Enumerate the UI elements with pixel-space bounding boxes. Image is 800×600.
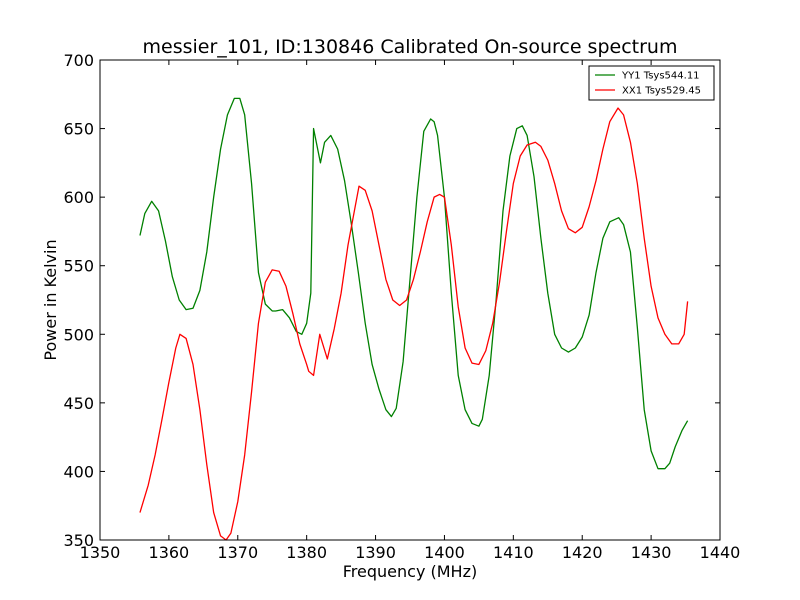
y-tick-label: 550: [63, 257, 94, 276]
series-line-xx1: [139, 107, 689, 541]
legend: YY1 Tsys544.11 XX1 Tsys529.45: [588, 65, 715, 101]
plot-area-frame: [99, 59, 721, 541]
legend-label: YY1 Tsys544.11: [621, 71, 700, 82]
x-tick-label: 1360: [149, 543, 190, 562]
x-tick-label: 1380: [286, 543, 327, 562]
x-tick-label: 1350: [80, 543, 121, 562]
y-tick-label: 650: [63, 120, 94, 139]
y-tick-label: 350: [63, 531, 94, 550]
x-tick-label: 1420: [562, 543, 603, 562]
y-tick-label: 700: [63, 51, 94, 70]
y-tick-label: 400: [63, 462, 94, 481]
y-tick-label: 600: [63, 188, 94, 207]
y-tick-label: 500: [63, 325, 94, 344]
legend-box: [588, 65, 715, 101]
x-tick-label: 1370: [217, 543, 258, 562]
y-tick-label: 450: [63, 394, 94, 413]
x-tick-label: 1410: [493, 543, 534, 562]
y-axis-label: Power in Kelvin: [41, 239, 60, 360]
x-tick-label: 1440: [700, 543, 741, 562]
legend-label: XX1 Tsys529.45: [622, 86, 701, 97]
series-line-yy1: [139, 97, 689, 470]
x-tick-label: 1400: [424, 543, 465, 562]
chart-title: messier_101, ID:130846 Calibrated On-sou…: [143, 36, 678, 58]
x-axis-label: Frequency (MHz): [343, 562, 477, 581]
x-tick-label: 1390: [355, 543, 396, 562]
x-tick-label: 1430: [631, 543, 672, 562]
